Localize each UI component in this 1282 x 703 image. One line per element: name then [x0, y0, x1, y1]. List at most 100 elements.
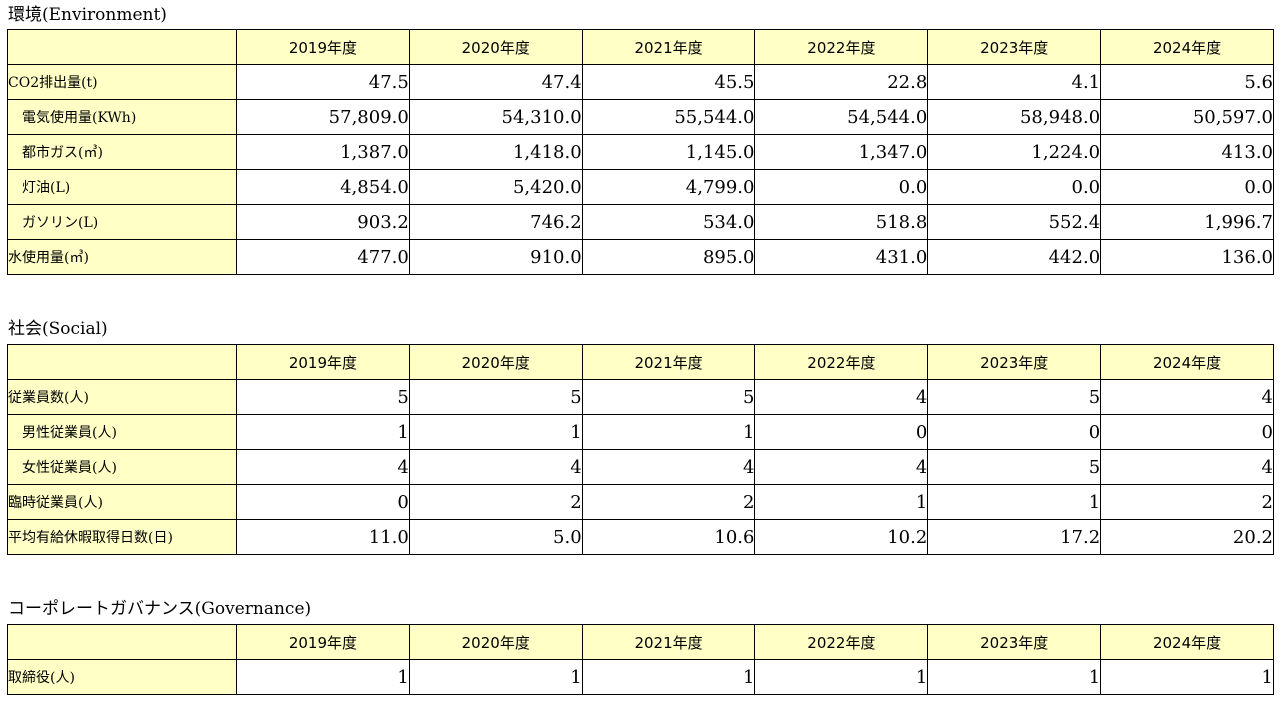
value-cell: 54,544.0	[754, 99, 929, 135]
row-label: 都市ガス(㎥)	[7, 134, 237, 170]
header-row: 2019年度 2020年度 2021年度 2022年度 2023年度 2024年度	[7, 29, 1274, 65]
table-row: 取締役(人) 1 1 1 1 1 1	[7, 659, 1274, 695]
value-cell: 57,809.0	[236, 99, 410, 135]
value-cell: 5	[408, 379, 583, 415]
value-cell: 1	[754, 659, 929, 695]
value-cell: 4	[754, 449, 929, 485]
value-cell: 4	[754, 379, 929, 415]
header-row: 2019年度 2020年度 2021年度 2022年度 2023年度 2024年度	[7, 344, 1274, 380]
value-cell: 4	[1100, 449, 1274, 485]
value-cell: 20.2	[1100, 519, 1274, 555]
year-header-cell: 2019年度	[236, 344, 410, 380]
value-cell: 1,418.0	[408, 134, 583, 170]
value-cell: 477.0	[236, 239, 410, 275]
value-cell: 1	[581, 659, 756, 695]
table-row: 臨時従業員(人) 0 2 2 1 1 2	[7, 484, 1274, 520]
table-row: 水使用量(㎥) 477.0 910.0 895.0 431.0 442.0 136.0	[7, 239, 1274, 275]
year-header-cell: 2022年度	[754, 344, 929, 380]
corner-cell	[7, 624, 237, 660]
environment-section-title: 環境(Environment)	[8, 5, 167, 25]
year-header-cell: 2021年度	[581, 29, 756, 65]
year-header-cell: 2021年度	[581, 344, 756, 380]
value-cell: 1,347.0	[754, 134, 929, 170]
corner-cell	[7, 344, 237, 380]
value-cell: 2	[1100, 484, 1274, 520]
year-header-cell: 2023年度	[927, 624, 1102, 660]
row-label: 取締役(人)	[7, 659, 237, 695]
year-header-cell: 2019年度	[236, 29, 410, 65]
value-cell: 2	[581, 484, 756, 520]
year-header-cell: 2023年度	[927, 344, 1102, 380]
corner-cell	[7, 29, 237, 65]
value-cell: 55,544.0	[581, 99, 756, 135]
value-cell: 1,996.7	[1100, 204, 1274, 240]
row-label: 従業員数(人)	[7, 379, 237, 415]
value-cell: 413.0	[1100, 134, 1274, 170]
table-row: 男性従業員(人) 1 1 1 0 0 0	[7, 414, 1274, 450]
value-cell: 10.2	[754, 519, 929, 555]
value-cell: 895.0	[581, 239, 756, 275]
value-cell: 5	[581, 379, 756, 415]
governance-table: 2019年度 2020年度 2021年度 2022年度 2023年度 2024年度 取締役(…	[7, 624, 1274, 695]
social-table: 2019年度 2020年度 2021年度 2022年度 2023年度 2024年度 従業員数…	[7, 344, 1274, 555]
year-header-cell: 2020年度	[408, 29, 583, 65]
table-row: 灯油(L) 4,854.0 5,420.0 4,799.0 0.0 0.0 0.0	[7, 169, 1274, 205]
value-cell: 5	[236, 379, 410, 415]
value-cell: 1	[754, 484, 929, 520]
value-cell: 47.4	[408, 64, 583, 100]
value-cell: 0.0	[754, 169, 929, 205]
value-cell: 534.0	[581, 204, 756, 240]
value-cell: 1,224.0	[927, 134, 1102, 170]
value-cell: 0	[927, 414, 1102, 450]
value-cell: 136.0	[1100, 239, 1274, 275]
value-cell: 4	[236, 449, 410, 485]
value-cell: 903.2	[236, 204, 410, 240]
value-cell: 1	[927, 659, 1102, 695]
value-cell: 54,310.0	[408, 99, 583, 135]
value-cell: 1	[581, 414, 756, 450]
row-label: 平均有給休暇取得日数(日)	[7, 519, 237, 555]
value-cell: 5,420.0	[408, 169, 583, 205]
value-cell: 4,854.0	[236, 169, 410, 205]
value-cell: 1	[236, 414, 410, 450]
value-cell: 58,948.0	[927, 99, 1102, 135]
value-cell: 1	[1100, 659, 1274, 695]
value-cell: 0	[236, 484, 410, 520]
header-row: 2019年度 2020年度 2021年度 2022年度 2023年度 2024年度	[7, 624, 1274, 660]
year-header-cell: 2019年度	[236, 624, 410, 660]
year-header-cell: 2020年度	[408, 624, 583, 660]
table-row: 都市ガス(㎥) 1,387.0 1,418.0 1,145.0 1,347.0 1,224…	[7, 134, 1274, 170]
value-cell: 5.6	[1100, 64, 1274, 100]
year-header-cell: 2023年度	[927, 29, 1102, 65]
value-cell: 22.8	[754, 64, 929, 100]
value-cell: 2	[408, 484, 583, 520]
value-cell: 0.0	[927, 169, 1102, 205]
year-header-cell: 2021年度	[581, 624, 756, 660]
value-cell: 47.5	[236, 64, 410, 100]
row-label: 電気使用量(KWh)	[7, 99, 237, 135]
row-label: ガソリン(L)	[7, 204, 237, 240]
value-cell: 4	[581, 449, 756, 485]
value-cell: 45.5	[581, 64, 756, 100]
year-header-cell: 2020年度	[408, 344, 583, 380]
value-cell: 17.2	[927, 519, 1102, 555]
row-label: 臨時従業員(人)	[7, 484, 237, 520]
value-cell: 1	[927, 484, 1102, 520]
table-row: 女性従業員(人) 4 4 4 4 5 4	[7, 449, 1274, 485]
value-cell: 1,145.0	[581, 134, 756, 170]
value-cell: 5	[927, 449, 1102, 485]
row-label: 水使用量(㎥)	[7, 239, 237, 275]
row-label: 男性従業員(人)	[7, 414, 237, 450]
value-cell: 0.0	[1100, 169, 1274, 205]
value-cell: 1	[408, 659, 583, 695]
value-cell: 4	[1100, 379, 1274, 415]
table-row: CO2排出量(t) 47.5 47.4 45.5 22.8 4.1 5.6	[7, 64, 1274, 100]
value-cell: 442.0	[927, 239, 1102, 275]
value-cell: 431.0	[754, 239, 929, 275]
row-label: 女性従業員(人)	[7, 449, 237, 485]
value-cell: 1,387.0	[236, 134, 410, 170]
value-cell: 552.4	[927, 204, 1102, 240]
year-header-cell: 2024年度	[1100, 29, 1274, 65]
value-cell: 50,597.0	[1100, 99, 1274, 135]
value-cell: 11.0	[236, 519, 410, 555]
